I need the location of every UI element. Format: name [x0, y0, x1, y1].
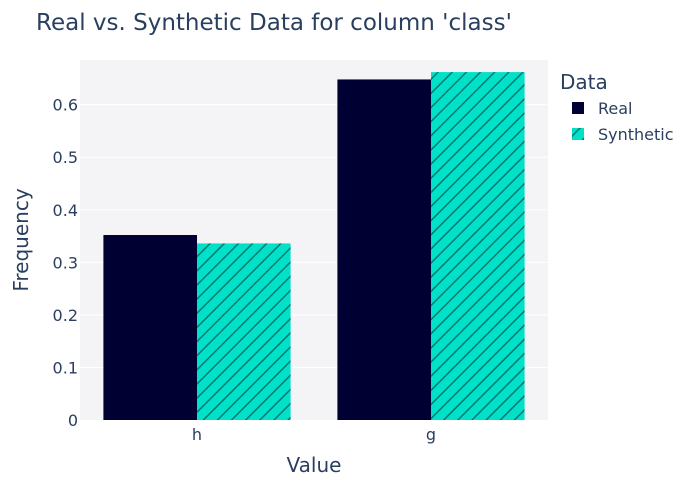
y-tick-label: 0.4: [53, 201, 78, 220]
bar-real-g: [337, 79, 431, 421]
y-tick-label: 0: [68, 411, 78, 430]
y-tick-labels: 0 0.1 0.2 0.3 0.4 0.5 0.6: [53, 96, 78, 430]
bars: [103, 72, 525, 421]
x-axis-title: Value: [287, 453, 342, 477]
y-tick-label: 0.1: [53, 358, 78, 377]
legend-swatch-real: [572, 102, 584, 114]
y-axis-title: Frequency: [9, 188, 33, 291]
bar-synthetic-h: [197, 243, 291, 420]
chart-title: Real vs. Synthetic Data for column 'clas…: [36, 10, 512, 36]
x-tick-label: g: [426, 425, 436, 444]
bar-real-h: [103, 235, 197, 420]
y-tick-label: 0.3: [53, 253, 78, 272]
y-tick-label: 0.6: [53, 96, 78, 115]
legend-label-synthetic[interactable]: Synthetic: [598, 125, 674, 144]
x-tick-label: h: [192, 425, 202, 444]
legend: Data Real Synthetic: [560, 70, 674, 144]
legend-swatch-synthetic: [572, 128, 584, 140]
legend-label-real[interactable]: Real: [598, 99, 633, 118]
bar-synthetic-g: [431, 72, 525, 421]
y-tick-label: 0.2: [53, 306, 78, 325]
y-tick-label: 0.5: [53, 148, 78, 167]
legend-title: Data: [560, 70, 608, 94]
